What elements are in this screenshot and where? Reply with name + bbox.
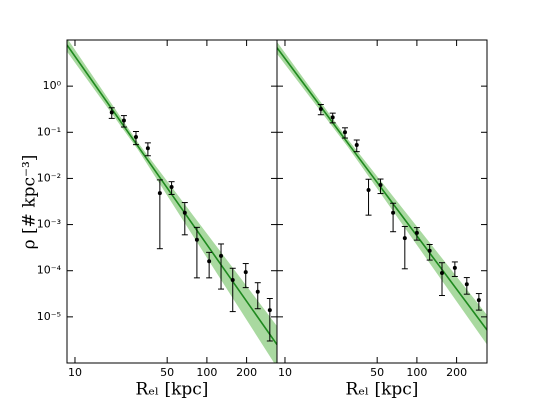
y-tick-label: 10⁻³ <box>37 218 61 231</box>
data-point <box>354 143 359 148</box>
x-axis-label: Rₑₗ [kpc] <box>346 380 419 400</box>
x-tick-label: 100 <box>196 366 217 379</box>
data-point <box>464 282 469 287</box>
data-point <box>194 237 199 242</box>
data-point <box>391 210 396 215</box>
data-point <box>243 270 248 275</box>
data-point <box>378 183 383 188</box>
x-tick-label: 100 <box>406 366 427 379</box>
data-point <box>157 191 162 196</box>
y-axis-label: ρ [# kpc⁻³] <box>20 155 40 250</box>
data-point <box>402 236 407 241</box>
data-point <box>207 259 212 264</box>
y-tick-label: 10⁻¹ <box>37 125 61 138</box>
x-tick-label: 200 <box>446 366 467 379</box>
y-tick-label: 10⁰ <box>43 79 62 92</box>
x-tick-label: 10 <box>278 366 292 379</box>
plot-area <box>67 40 277 363</box>
fit-line <box>277 47 487 331</box>
data-point <box>219 253 224 258</box>
x-tick-label: 50 <box>370 366 384 379</box>
plot-area <box>277 41 487 345</box>
x-tick-label: 50 <box>160 366 174 379</box>
y-tick-label: 10⁻⁴ <box>37 264 62 277</box>
data-point <box>133 135 138 140</box>
data-point <box>145 146 150 151</box>
data-point <box>267 308 272 313</box>
fit-line <box>67 44 277 346</box>
data-point <box>182 210 187 215</box>
data-point <box>414 230 419 235</box>
panel-frame <box>276 39 488 364</box>
x-tick-label: 200 <box>236 366 257 379</box>
y-tick-label: 10⁻² <box>37 171 61 184</box>
data-point <box>255 289 260 294</box>
data-point <box>452 265 457 270</box>
data-point <box>476 298 481 303</box>
y-tick-label: 10⁻⁵ <box>37 310 61 323</box>
confidence-band <box>67 40 277 363</box>
data-point <box>318 106 323 111</box>
data-point <box>230 277 235 282</box>
data-point <box>109 110 114 115</box>
data-point <box>427 248 432 253</box>
x-tick-label: 10 <box>68 366 82 379</box>
data-point <box>342 130 347 135</box>
data-point <box>169 185 174 190</box>
data-point <box>439 271 444 276</box>
x-axis-label: Rₑₗ [kpc] <box>136 380 209 400</box>
data-point <box>330 115 335 120</box>
data-point <box>121 118 126 123</box>
data-point <box>366 188 371 193</box>
